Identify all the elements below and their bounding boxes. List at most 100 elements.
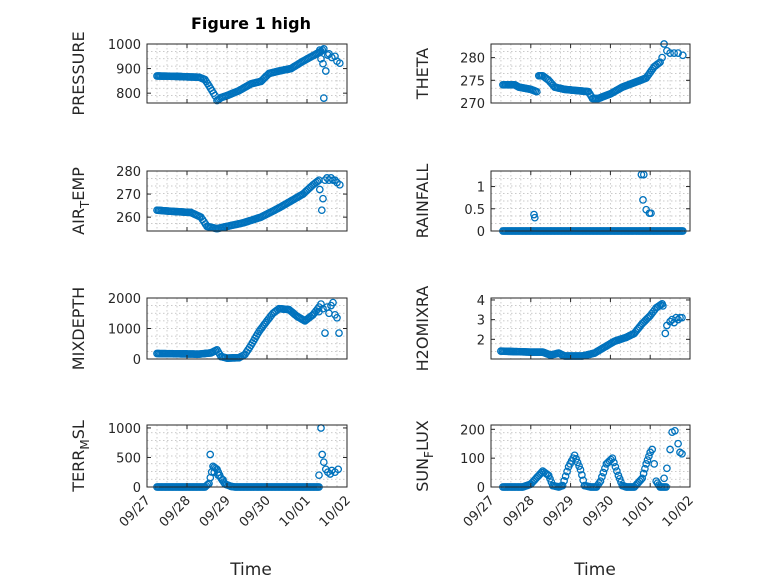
data-point (335, 180, 344, 189)
y-axis-label: MIXDEPTH (69, 287, 88, 370)
x-tick-label: 10/01 (620, 493, 657, 530)
y-axis-label: AIRTEMP (69, 167, 92, 235)
y-tick-label: 280 (460, 52, 485, 67)
y-tick-label: 1000 (108, 323, 141, 338)
data-point (666, 317, 674, 326)
data-point (658, 53, 666, 62)
figure-title: Figure 1 high (191, 14, 311, 33)
data-point (561, 472, 570, 481)
data-point (335, 329, 343, 337)
data-point (659, 302, 667, 310)
grid-lines (491, 171, 690, 231)
data-point (319, 94, 328, 102)
subplot-pressure: 800 900 1000 PRESSURE (69, 31, 348, 116)
data-point (329, 298, 337, 307)
axes-box (490, 424, 691, 488)
y-tick-label: 0 (133, 481, 141, 496)
data-point (639, 196, 647, 204)
y-tick-label: 800 (116, 87, 141, 102)
data-point (663, 464, 671, 473)
data-point (674, 439, 682, 448)
data-point (647, 209, 655, 218)
grid-lines (491, 425, 690, 487)
y-axis-label: H2OMIXRA (413, 286, 432, 372)
y-tick-label: 1000 (108, 422, 141, 437)
x-tick-label: 09/30 (580, 493, 617, 530)
data-point (638, 474, 647, 483)
y-axis-label: RAINFALL (413, 164, 432, 239)
data-point (654, 59, 663, 68)
subplot-rainfall: 0 0.5 1 RAINFALL (413, 164, 691, 240)
data-point (578, 471, 586, 479)
data-point (315, 46, 324, 54)
y-tick-label: 0 (133, 353, 141, 368)
y-tick-label: 0 (477, 225, 485, 240)
data-point (615, 474, 624, 483)
data-point (670, 49, 678, 57)
data-series (499, 426, 686, 491)
data-point (595, 479, 603, 488)
x-tick-label: 10/02 (660, 493, 697, 530)
y-tick-label: 500 (116, 451, 141, 466)
x-tick-label: 09/27 (461, 493, 498, 530)
data-point (674, 315, 682, 324)
data-point (643, 456, 652, 464)
x-tick-label: 09/28 (501, 493, 538, 530)
data-point (676, 448, 684, 457)
y-tick-label: 1000 (108, 38, 141, 53)
y-tick-label: 100 (460, 452, 485, 467)
y-tick-label: 900 (116, 63, 141, 78)
subplot-sun: 0 100 200 09/27 09/28 09/29 09/30 10/01 10/02 SUN… (413, 420, 697, 530)
x-axis-label-right: Time (573, 560, 616, 580)
data-point (319, 458, 328, 467)
data-point (599, 468, 608, 477)
y-tick-label: 275 (460, 74, 485, 89)
data-point (318, 46, 327, 54)
y-tick-label: 0.5 (464, 203, 485, 218)
data-series (499, 170, 687, 235)
subplot-terr: 0 500 1000 09/27 09/28 09/29 09/30 10/01 10/02 TE… (69, 420, 354, 530)
data-point (598, 473, 606, 481)
y-tick-label: 200 (460, 423, 485, 438)
data-point (576, 465, 585, 474)
y-tick-label: 2 (477, 333, 485, 348)
data-point (315, 185, 324, 194)
data-point (648, 445, 657, 454)
y-axis-label: THETA (413, 48, 432, 100)
data-point (563, 467, 571, 476)
y-tick-label: 3 (477, 314, 485, 329)
data-point (558, 481, 567, 490)
data-point (530, 210, 538, 219)
data-point (319, 59, 327, 68)
data-point (661, 329, 670, 338)
x-tick-label: 09/27 (117, 493, 154, 530)
data-point (642, 460, 651, 468)
axes-box (490, 297, 691, 360)
data-point (317, 424, 325, 432)
x-axis-label-left: Time (229, 560, 272, 580)
y-tick-label: 270 (116, 188, 141, 203)
axes-box (490, 170, 691, 232)
data-point (214, 471, 223, 480)
data-point (318, 450, 327, 459)
data-point (206, 450, 215, 459)
data-point (560, 477, 568, 485)
data-point (321, 329, 329, 337)
x-tick-label: 10/01 (277, 493, 314, 530)
data-point (317, 300, 325, 308)
y-tick-label: 270 (460, 97, 485, 112)
data-point (610, 458, 618, 467)
data-point (334, 465, 343, 474)
data-point (613, 467, 621, 475)
data-point (319, 45, 328, 53)
data-point (601, 464, 609, 473)
data-point (660, 474, 668, 483)
x-tick-label: 09/28 (157, 493, 194, 530)
data-point (678, 449, 686, 458)
y-tick-label: 0 (477, 481, 485, 496)
axes-box (146, 424, 348, 488)
data-point (219, 476, 227, 484)
data-point (666, 445, 674, 454)
